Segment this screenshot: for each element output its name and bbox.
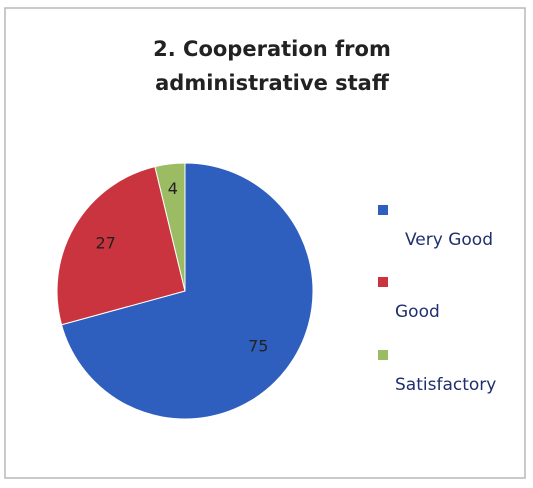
chart-title: 2. Cooperation from bbox=[153, 37, 391, 61]
pie-slice bbox=[60, 162, 314, 420]
legend-marker bbox=[378, 277, 388, 287]
legend-marker bbox=[378, 205, 388, 215]
legend-marker bbox=[378, 350, 388, 360]
chart-title: administrative staff bbox=[155, 71, 390, 95]
data-label: 75 bbox=[248, 336, 268, 355]
pie-slice bbox=[154, 162, 186, 292]
pie-slice bbox=[56, 165, 186, 326]
legend-label: Satisfactory bbox=[395, 375, 496, 395]
data-label: 4 bbox=[168, 179, 178, 198]
data-label: 27 bbox=[95, 234, 115, 253]
legend-label: Good bbox=[395, 302, 440, 322]
legend-label: Very Good bbox=[405, 230, 493, 250]
